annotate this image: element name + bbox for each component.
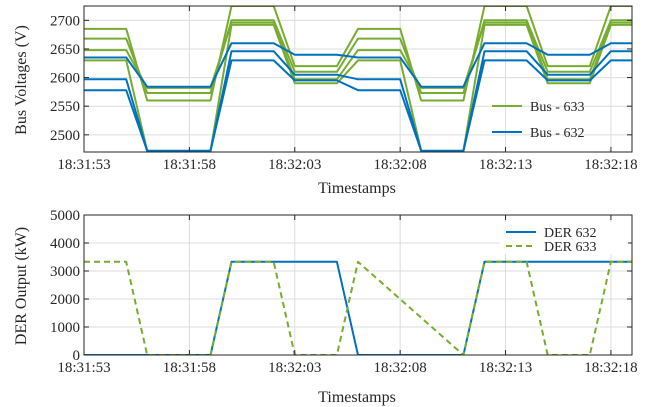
voltage-y-tick-label: 2550 bbox=[50, 99, 80, 115]
voltage-axes-frame bbox=[83, 5, 633, 153]
voltage-legend: Bus - 633 Bus - 632 bbox=[492, 100, 584, 141]
der-y-axis-label: DER Output (kW) bbox=[13, 227, 30, 345]
der-series-line-2 bbox=[84, 260, 632, 355]
voltage-series-line-3 bbox=[84, 21, 632, 89]
der-y-tick-label: 5000 bbox=[50, 208, 80, 224]
der-legend-box bbox=[500, 222, 628, 254]
voltage-y-tick-label: 2500 bbox=[50, 128, 80, 144]
der-x-tick-label: 18:32:03 bbox=[268, 360, 321, 376]
voltage-y-tick-label: 2650 bbox=[50, 42, 80, 58]
der-x-axis-label: Timestamps bbox=[318, 389, 396, 406]
voltage-x-tick-label: 18:32:03 bbox=[268, 157, 321, 173]
der-y-tick-label: 2000 bbox=[50, 292, 80, 308]
der-y-tick-label: 0 bbox=[73, 348, 81, 364]
voltage-x-axis-label: Timestamps bbox=[318, 180, 396, 197]
der-x-tick-label: 18:31:58 bbox=[163, 360, 216, 376]
der-x-tick-label: 18:31:53 bbox=[57, 360, 110, 376]
voltage-legend-label: Bus - 633 bbox=[530, 100, 584, 115]
voltage-y-tick-label: 2600 bbox=[50, 71, 80, 87]
voltage-series-line-1 bbox=[84, 6, 632, 102]
voltage-x-tick-label: 18:31:58 bbox=[163, 157, 216, 173]
der-legend-label: DER 633 bbox=[544, 240, 597, 255]
voltage-panel: Timestamps Bus Voltages (V) 18:31:53 18:3… bbox=[13, 5, 638, 197]
der-y-tick-label: 1000 bbox=[50, 320, 80, 336]
der-series-line-1 bbox=[84, 260, 632, 355]
der-x-tick-label: 18:32:13 bbox=[479, 360, 532, 376]
voltage-x-tick-label: 18:31:53 bbox=[57, 157, 110, 173]
voltage-series-line-2 bbox=[84, 19, 632, 94]
voltage-y-tick-label: 2700 bbox=[50, 13, 80, 29]
voltage-x-tick-label: 18:32:13 bbox=[479, 157, 532, 173]
voltage-series-line-5 bbox=[84, 42, 632, 88]
der-legend-label: DER 632 bbox=[544, 226, 597, 241]
voltage-series-line-7 bbox=[84, 59, 632, 152]
voltage-legend-label: Bus - 632 bbox=[530, 126, 584, 141]
voltage-x-tick-label: 18:32:18 bbox=[584, 157, 637, 173]
der-y-tick-label: 3000 bbox=[50, 264, 80, 280]
der-x-tick-label: 18:32:18 bbox=[584, 360, 637, 376]
der-axes-frame bbox=[83, 214, 633, 356]
voltage-x-tick-label: 18:32:08 bbox=[373, 157, 426, 173]
der-output-panel: Timestamps DER Output (kW) 18:31:53 18:31… bbox=[13, 208, 638, 406]
voltage-y-axis-label: Bus Voltages (V) bbox=[13, 25, 30, 135]
der-y-tick-label: 4000 bbox=[50, 236, 80, 252]
der-x-tick-label: 18:32:08 bbox=[373, 360, 426, 376]
